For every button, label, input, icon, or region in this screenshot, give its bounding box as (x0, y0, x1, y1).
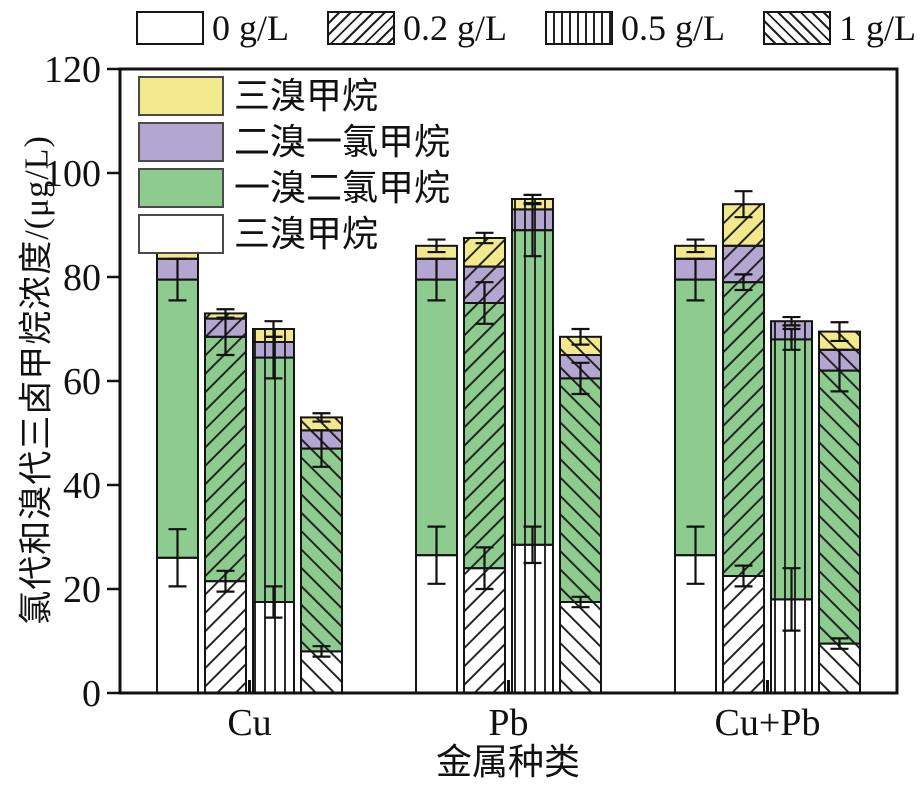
error-bar (216, 569, 235, 593)
bar-hatch-overlay (560, 336, 601, 693)
error-bar (475, 281, 494, 325)
dose-label: 0.2 g/L (403, 8, 507, 48)
error-bar (312, 412, 331, 423)
error-bar (523, 525, 542, 565)
bar-segment (157, 279, 198, 558)
y-tick-label: 60 (63, 361, 101, 403)
dose-legend: 0 g/L 0.2 g/L 0.5 g/L 1 g/L (136, 10, 916, 46)
y-tick-label: 120 (44, 49, 101, 91)
component-legend-item: 三溴甲烷 (138, 212, 450, 255)
component-label: 二溴一氯甲烷 (234, 121, 451, 162)
bar-hatch-overlay (512, 199, 553, 693)
bar-segment (675, 279, 716, 556)
bar-hatch-overlay (253, 329, 294, 693)
error-bar (312, 429, 331, 468)
x-axis-title: 金属种类 (435, 742, 581, 782)
error-bar (734, 190, 753, 219)
error-bar (782, 567, 801, 632)
component-swatch (138, 75, 224, 116)
error-bar (686, 238, 705, 254)
error-bar (168, 528, 187, 588)
error-bar (830, 348, 849, 393)
error-bar (216, 308, 235, 319)
x-category-label: Cu (227, 702, 271, 744)
bar-Pb-0g/L (415, 244, 458, 695)
y-tick-label: 40 (63, 465, 101, 507)
error-bar (734, 564, 753, 588)
dose-swatch-back-diagonal (763, 11, 831, 45)
error-bar (168, 257, 187, 302)
bar-Cu+Pb-0.5g/L (770, 320, 813, 695)
dose-swatch-vertical (545, 11, 613, 45)
dose-label: 0 g/L (212, 8, 289, 48)
bar-Cu+Pb-0g/L (674, 244, 717, 695)
error-bar (571, 361, 590, 396)
y-tick-label: 100 (44, 153, 101, 195)
dose-label: 1 g/L (839, 8, 916, 48)
bar-Cu-0g/L (156, 244, 199, 694)
dose-swatch-forward-diagonal (327, 11, 395, 45)
error-bar (734, 273, 753, 292)
bars-layer (156, 198, 861, 695)
error-bar (312, 645, 331, 658)
y-tick-label: 80 (63, 257, 101, 299)
bar-Cu-0.2g/L (204, 312, 247, 695)
error-bar (571, 327, 590, 346)
error-bar (782, 315, 801, 327)
error-bar (571, 595, 590, 609)
y-tick-label: 0 (82, 673, 101, 715)
error-bar (264, 585, 283, 619)
error-bar (427, 525, 446, 585)
error-bar (686, 525, 705, 585)
error-bar (475, 546, 494, 591)
dose-legend-item: 1 g/L (763, 10, 916, 46)
y-tick-label: 20 (63, 569, 101, 611)
error-bar (427, 238, 446, 254)
component-label: 三溴甲烷 (234, 213, 379, 254)
component-legend: 三溴甲烷 二溴一氯甲烷 一溴二氯甲烷 三溴甲烷 (138, 74, 450, 255)
error-bar (782, 327, 801, 351)
component-swatch (138, 121, 224, 162)
error-bar (427, 257, 446, 302)
component-legend-item: 一溴二氯甲烷 (138, 166, 450, 209)
bar-Cu+Pb-1g/L (818, 330, 861, 694)
error-bar (686, 257, 705, 302)
bar-Pb-0.5g/L (511, 198, 554, 694)
component-label: 一溴二氯甲烷 (234, 167, 451, 208)
dose-swatch-none (136, 11, 204, 45)
x-category-label: Cu+Pb (715, 702, 821, 744)
component-legend-item: 三溴甲烷 (138, 74, 450, 117)
bar-Cu-0.5g/L (252, 328, 295, 694)
error-bar (523, 193, 542, 205)
bar-Pb-0.2g/L (463, 237, 506, 695)
error-bar (830, 321, 849, 343)
dose-legend-item: 0 g/L (136, 10, 289, 46)
bar-segment (416, 279, 457, 556)
bar-hatch-overlay (771, 321, 812, 693)
dose-label: 0.5 g/L (621, 8, 725, 48)
y-axis-title: 氯代和溴代三卤甲烷浓度/(μg/L) (18, 135, 56, 625)
bar-hatch-overlay (205, 313, 246, 693)
component-swatch (138, 167, 224, 208)
dose-legend-item: 0.2 g/L (327, 10, 507, 46)
component-label: 三溴甲烷 (234, 75, 379, 116)
error-bar (264, 320, 283, 338)
error-bar (830, 637, 849, 650)
x-category-label: Pb (488, 702, 528, 744)
dose-legend-item: 0.5 g/L (545, 10, 725, 46)
component-swatch (138, 213, 224, 254)
error-bar (475, 231, 494, 245)
component-legend-item: 二溴一氯甲烷 (138, 120, 450, 163)
